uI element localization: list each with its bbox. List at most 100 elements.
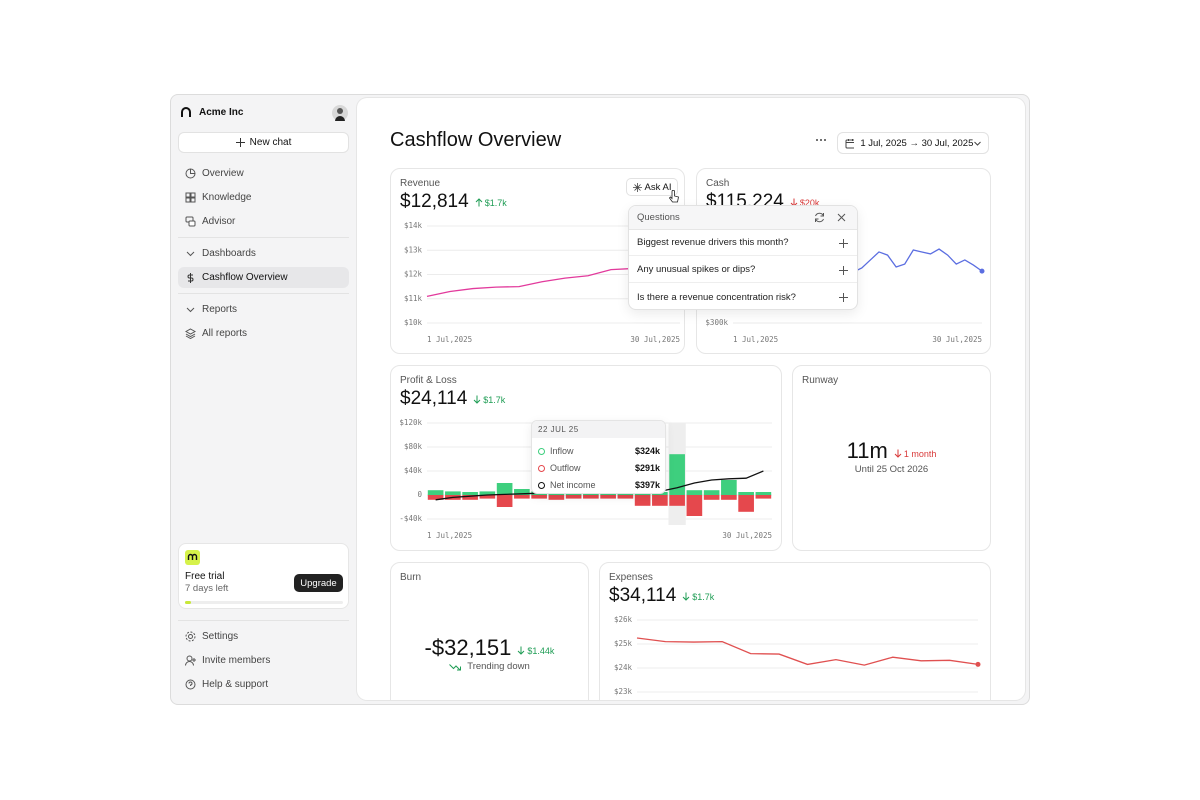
burn-note-row: Trending down <box>391 661 588 672</box>
avatar[interactable] <box>332 105 348 121</box>
ask-ai-button[interactable]: Ask AI <box>626 178 678 196</box>
section-toggle[interactable]: Reports <box>178 299 349 320</box>
chevron <box>186 307 195 313</box>
nav-item[interactable]: Knowledge <box>178 187 349 208</box>
section-toggle[interactable]: Dashboards <box>178 243 349 264</box>
y-tick-label: $11k <box>404 294 423 303</box>
nav-label: Cashflow Overview <box>202 272 288 283</box>
card-value: $12,814 <box>400 191 469 212</box>
bar <box>427 490 444 495</box>
runway-card: Runway 11m 1 month Until 25 Oct 2026 <box>792 365 991 551</box>
bar <box>479 491 496 495</box>
x-tick-label: 1 Jul,2025 <box>733 335 778 344</box>
y-tick-label: $24k <box>614 663 633 672</box>
trial-logo <box>185 550 200 565</box>
icon <box>185 216 196 227</box>
calendar-icon <box>845 138 855 148</box>
question-item[interactable]: Biggest revenue drivers this month? <box>629 230 857 256</box>
bar <box>496 483 513 495</box>
ask-ai-label: Ask AI <box>644 181 672 193</box>
workspace-logo <box>181 107 191 117</box>
x-tick-label: 30 Jul,2025 <box>932 335 982 344</box>
card-value-row: $12,814 $1.7k <box>400 191 507 213</box>
line <box>636 637 979 666</box>
nav-label: All reports <box>202 328 248 339</box>
change-value: $1.7k <box>484 197 507 208</box>
charts: $14k $13k $12k $11k $10k 1 Jul,2025 30 Jul,202… <box>399 221 985 696</box>
nav-item[interactable]: Cashflow Overview <box>178 267 349 288</box>
nav-item[interactable]: Invite members <box>178 650 349 671</box>
y-tick-label: $23k <box>614 687 633 696</box>
y-tick-label: $26k <box>614 615 633 624</box>
change: 1 month <box>894 449 936 459</box>
icon <box>187 273 194 283</box>
y-tick-label: $13k <box>404 245 423 254</box>
nav-item[interactable]: All reports <box>178 323 349 344</box>
card-label: Expenses <box>609 572 653 583</box>
burn-card: Burn -$32,151 $1.44k Trending down <box>390 562 589 700</box>
sparkle-icon <box>632 182 642 192</box>
nav-item[interactable]: Help & support <box>178 674 349 695</box>
y-tick-label: -$40k <box>399 514 422 523</box>
question-text: Biggest revenue drivers this month? <box>637 237 789 248</box>
nav-item[interactable]: Settings <box>178 626 349 647</box>
card-label: Burn <box>400 572 422 583</box>
x-tick-label: 30 Jul,2025 <box>630 335 680 344</box>
runway-row: 11m 1 month <box>793 438 990 464</box>
y-tick-label: $14k <box>404 221 423 230</box>
trial-progress-fill <box>185 601 191 604</box>
y-tick-label: $10k <box>404 318 423 327</box>
bar <box>548 495 565 500</box>
card-value: $24,114 <box>400 388 468 409</box>
bar <box>755 492 772 495</box>
trial-progress <box>185 601 343 604</box>
card-value-row: $24,114 $1.7k <box>400 388 505 410</box>
end-dot <box>979 268 985 274</box>
legend-dot <box>538 464 545 472</box>
section-title: Reports <box>202 304 238 315</box>
separator <box>178 293 349 294</box>
bar <box>479 495 496 499</box>
bar <box>462 492 478 495</box>
bar <box>531 495 547 499</box>
icon <box>185 655 196 666</box>
arrow-up <box>475 198 483 207</box>
plus-icon <box>839 239 848 248</box>
main-panel: Cashflow Overview 1 Jul, 2025 → 30 Jul, … <box>357 98 1025 700</box>
nav-item[interactable]: Advisor <box>178 211 349 232</box>
card-label: Revenue <box>400 178 441 189</box>
arrow-down <box>682 592 690 601</box>
question-item[interactable]: Is there a revenue concentration risk? <box>629 284 857 309</box>
change: $1.7k <box>475 198 507 208</box>
question-item[interactable]: Any unusual spikes or dips? <box>629 257 857 283</box>
workspace-name[interactable]: Acme Inc <box>199 107 244 118</box>
legend-label: Net income <box>550 480 596 490</box>
upgrade-button[interactable]: Upgrade <box>294 574 343 592</box>
date-range-button[interactable]: 1 Jul, 2025 → 30 Jul, 2025 <box>837 132 989 154</box>
questions-popover: Questions Biggest revenue drivers this m… <box>628 205 858 310</box>
bar <box>496 495 513 507</box>
burn-value: -$32,151 <box>424 635 512 660</box>
bar <box>652 495 668 506</box>
card-value: $34,114 <box>609 585 677 606</box>
icon <box>185 328 196 339</box>
new-chat-button[interactable]: New chat <box>178 132 349 153</box>
legend-dot <box>538 481 545 489</box>
nav-item[interactable]: Overview <box>178 163 349 184</box>
date-range: 1 Jul, 2025 → 30 Jul, 2025 <box>860 137 974 149</box>
close-button[interactable] <box>837 213 846 222</box>
icon <box>185 631 196 642</box>
refresh-button[interactable] <box>814 212 825 223</box>
bar <box>721 480 737 495</box>
tooltip-row: Inflow $324k <box>538 444 660 458</box>
runway-value: 11m <box>846 438 888 463</box>
plus-icon <box>235 138 245 147</box>
bar <box>738 495 754 512</box>
new-chat-label: New chat <box>249 137 292 148</box>
icon <box>185 168 196 179</box>
trial-card: Free trial 7 days left Upgrade <box>178 543 349 609</box>
legend-label: Outflow <box>550 463 581 473</box>
more-button[interactable] <box>815 138 827 142</box>
y-tick-label: $300k <box>705 318 728 327</box>
